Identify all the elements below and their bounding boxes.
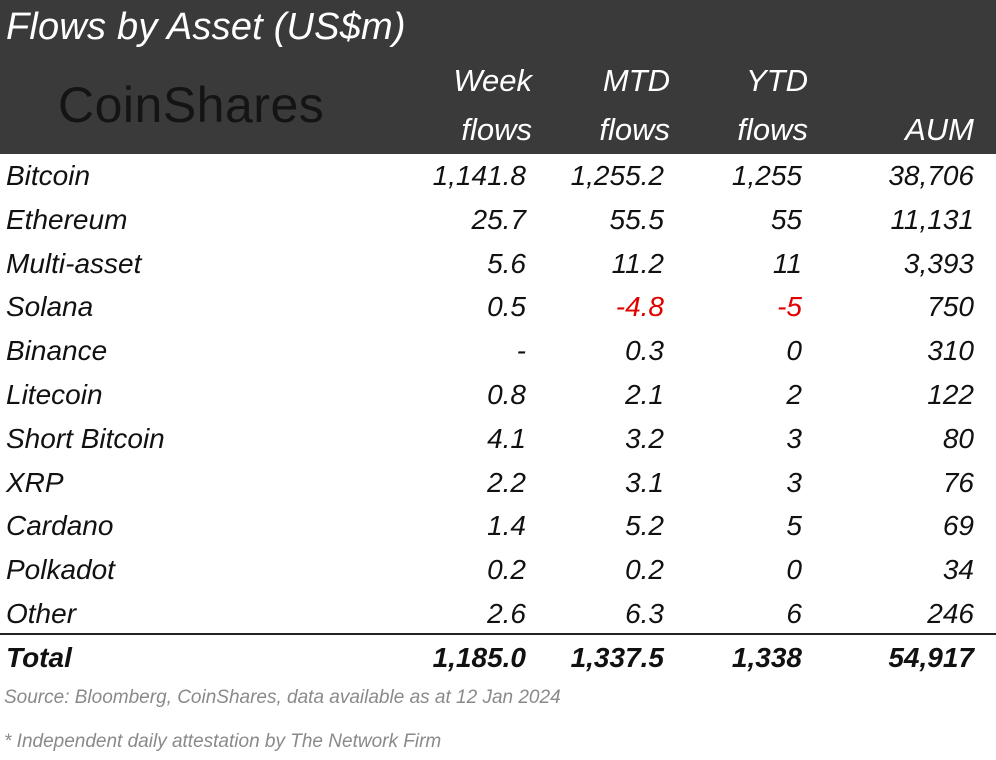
ytd-flows: 55 xyxy=(770,203,802,235)
week-flows: 25.7 xyxy=(471,203,527,235)
table-row: Short Bitcoin 4.1 3.2 3 80 xyxy=(0,417,996,461)
table-row: Multi-asset 5.6 11.2 11 3,393 xyxy=(0,242,996,286)
aum-value: 80 xyxy=(942,422,974,454)
table-row: Litecoin 0.8 2.1 2 122 xyxy=(0,373,996,417)
week-flows: 2.6 xyxy=(487,597,526,629)
aum-value: 38,706 xyxy=(888,160,974,191)
table-row: XRP 2.2 3.1 3 76 xyxy=(0,461,996,505)
table-header: Flows by Asset (US$m) CoinShares Week fl… xyxy=(0,0,996,154)
aum-value: 310 xyxy=(927,335,974,367)
mtd-flows: 0.2 xyxy=(625,554,664,586)
col-mtd-label-1: MTD xyxy=(602,63,670,98)
asset-name: Short Bitcoin xyxy=(6,422,165,454)
ytd-flows: 5 xyxy=(786,510,802,542)
ytd-flows: 0 xyxy=(786,335,802,367)
aum-value: 11,131 xyxy=(890,203,974,235)
aum-value: 750 xyxy=(927,291,974,323)
asset-name: Polkadot xyxy=(6,554,115,586)
table-row: Cardano 1.4 5.2 5 69 xyxy=(0,504,996,548)
mtd-flows: 3.2 xyxy=(625,422,664,454)
aum-value: 69 xyxy=(942,510,974,542)
asset-name: Bitcoin xyxy=(6,160,91,191)
ytd-flows: 3 xyxy=(786,466,802,498)
asset-name: Ethereum xyxy=(6,203,128,235)
table-row: Bitcoin 1,141.8 1,255.2 1,255 38,706 xyxy=(0,154,996,198)
ytd-flows: -5 xyxy=(777,291,802,323)
asset-name: Multi-asset xyxy=(6,247,142,279)
aum-value: 3,393 xyxy=(903,247,974,279)
week-flows: 0.5 xyxy=(487,291,526,323)
ytd-flows: 0 xyxy=(786,554,802,586)
week-flows: 5.6 xyxy=(487,247,526,279)
asset-name: Other xyxy=(6,597,77,629)
table-row: Solana 0.5 -4.8 -5 750 xyxy=(0,285,996,329)
asset-name: Solana xyxy=(6,291,94,323)
ytd-flows: 2 xyxy=(786,378,802,410)
ytd-flows: 3 xyxy=(786,422,802,454)
mtd-flows: -4.8 xyxy=(615,291,664,323)
total-aum: 54,917 xyxy=(888,642,974,673)
aum-value: 34 xyxy=(942,554,974,586)
source-note: Source: Bloomberg, CoinShares, data avai… xyxy=(4,687,561,708)
mtd-flows: 0.3 xyxy=(625,335,664,367)
week-flows: - xyxy=(516,335,526,367)
mtd-flows: 55.5 xyxy=(609,203,665,235)
mtd-flows: 11.2 xyxy=(611,247,664,279)
coinshares-logo: CoinShares xyxy=(58,77,325,133)
asset-name: Litecoin xyxy=(6,378,103,410)
mtd-flows: 6.3 xyxy=(625,597,664,629)
col-ytd-label-1: YTD xyxy=(746,63,808,98)
week-flows: 1,141.8 xyxy=(432,160,526,191)
ytd-flows: 1,255 xyxy=(731,160,802,191)
total-label: Total xyxy=(6,642,72,673)
mtd-flows: 3.1 xyxy=(625,466,664,498)
asset-name: XRP xyxy=(6,466,64,498)
mtd-flows: 5.2 xyxy=(625,510,664,542)
ytd-flows: 6 xyxy=(786,597,802,629)
page-title: Flows by Asset (US$m) xyxy=(6,6,406,48)
col-aum-label: AUM xyxy=(905,112,974,147)
aum-value: 76 xyxy=(942,466,974,498)
aum-value: 246 xyxy=(927,597,974,629)
ytd-flows: 11 xyxy=(772,247,802,279)
aum-value: 122 xyxy=(927,378,974,410)
total-week-flows: 1,185.0 xyxy=(432,642,526,673)
total-divider xyxy=(0,633,996,635)
mtd-flows: 1,255.2 xyxy=(570,160,664,191)
week-flows: 4.1 xyxy=(487,422,526,454)
col-week-label-1: Week xyxy=(453,63,532,98)
week-flows: 2.2 xyxy=(487,466,526,498)
week-flows: 1.4 xyxy=(487,510,526,542)
mtd-flows: 2.1 xyxy=(625,378,664,410)
col-ytd-label-2: flows xyxy=(737,112,808,147)
total-row: Total 1,185.0 1,337.5 1,338 54,917 xyxy=(0,636,996,680)
asset-name: Binance xyxy=(6,335,108,367)
col-week-label-2: flows xyxy=(461,112,532,147)
asset-name: Cardano xyxy=(6,510,114,542)
table-row: Binance - 0.3 0 310 xyxy=(0,329,996,373)
table-row: Ethereum 25.7 55.5 55 11,131 xyxy=(0,198,996,242)
table-row: Polkadot 0.2 0.2 0 34 xyxy=(0,548,996,592)
total-mtd-flows: 1,337.5 xyxy=(570,642,664,673)
col-mtd-label-2: flows xyxy=(599,112,670,147)
footnote: * Independent daily attestation by The N… xyxy=(4,731,442,752)
total-ytd-flows: 1,338 xyxy=(731,642,802,673)
table-row: Other 2.6 6.3 6 246 xyxy=(0,592,996,636)
week-flows: 0.2 xyxy=(487,554,526,586)
week-flows: 0.8 xyxy=(487,378,526,410)
table-body: Bitcoin 1,141.8 1,255.2 1,255 38,706 Eth… xyxy=(0,154,996,636)
